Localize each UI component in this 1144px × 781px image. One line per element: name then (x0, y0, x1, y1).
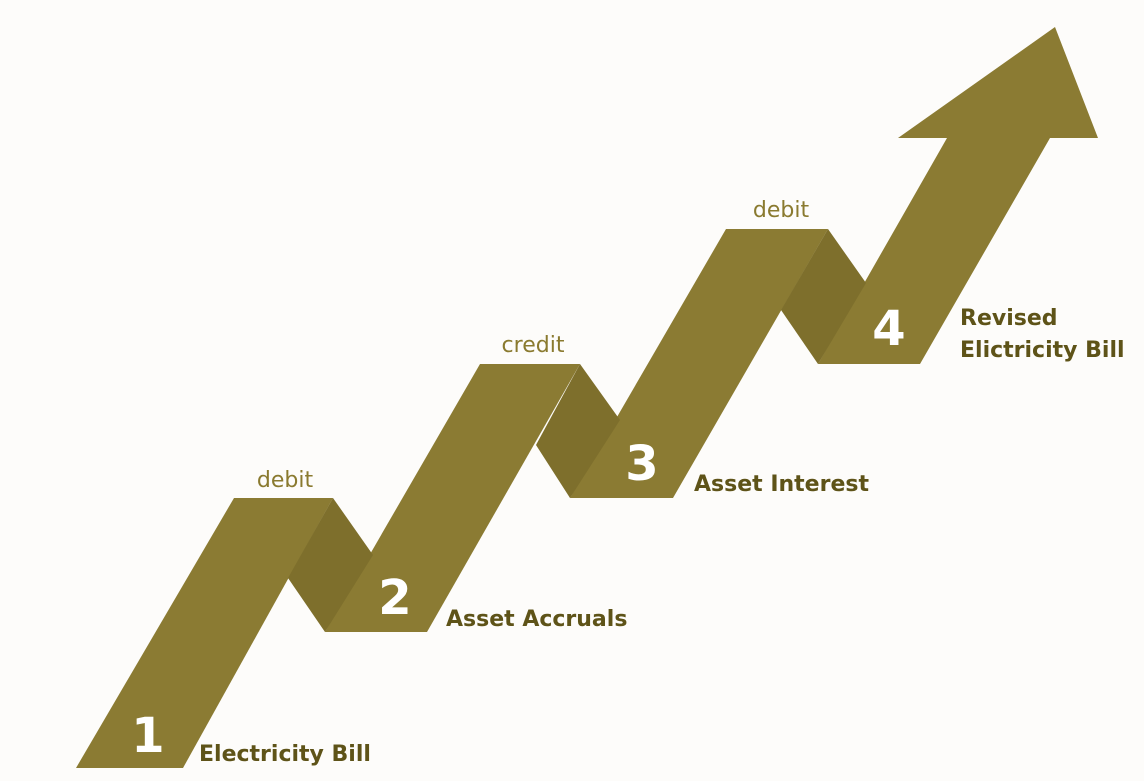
band-rise-2 (325, 364, 580, 632)
step-label-1: Electricity Bill (199, 742, 371, 767)
band-fold-2 (536, 364, 620, 498)
band-rise-4 (818, 27, 1098, 364)
band-fold-1 (288, 498, 373, 632)
peak-label-3: debit (753, 198, 810, 223)
band-rise-3 (570, 229, 828, 498)
band-rise-1 (76, 498, 333, 768)
peak-label-2: credit (502, 333, 565, 358)
step-number-1: 1 (131, 708, 164, 764)
peak-label-1: debit (257, 468, 314, 493)
band-fold-3 (781, 229, 866, 364)
step-number-3: 3 (625, 436, 658, 492)
step-label-4-line-1: Revised (960, 306, 1058, 331)
step-label-2: Asset Accruals (446, 607, 627, 632)
step-label-3: Asset Interest (694, 472, 869, 497)
step-number-4: 4 (872, 301, 905, 357)
step-number-2: 2 (378, 570, 411, 626)
step-label-4-line-2: Elictricity Bill (960, 338, 1125, 363)
